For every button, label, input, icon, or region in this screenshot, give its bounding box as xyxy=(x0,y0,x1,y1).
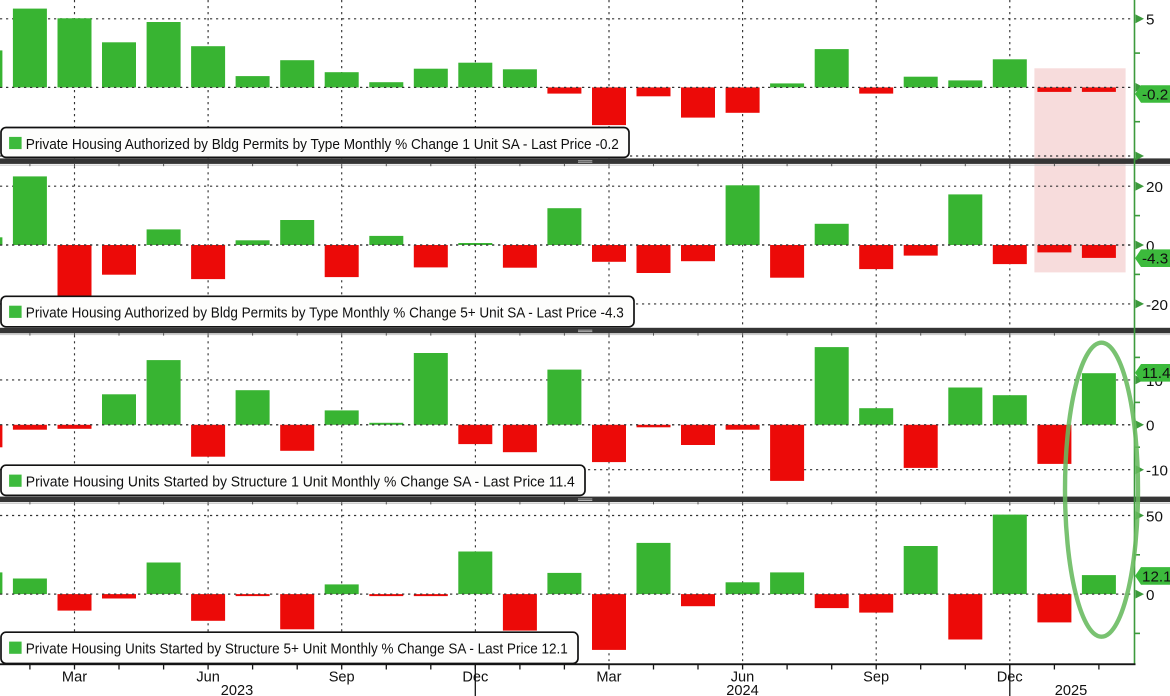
svg-text:Mar: Mar xyxy=(596,670,621,686)
svg-text:-20: -20 xyxy=(1146,297,1168,314)
svg-text:0: 0 xyxy=(1146,418,1154,435)
svg-text:0: 0 xyxy=(1146,587,1154,604)
svg-text:Private Housing Units Started: Private Housing Units Started by Structu… xyxy=(26,641,568,658)
svg-text:-0.2: -0.2 xyxy=(1142,86,1168,103)
svg-text:11.4: 11.4 xyxy=(1142,365,1170,382)
svg-text:Sep: Sep xyxy=(329,670,355,686)
svg-text:Private Housing Units Started: Private Housing Units Started by Structu… xyxy=(26,474,575,491)
svg-text:Private Housing Authorized by: Private Housing Authorized by Bldg Permi… xyxy=(26,305,624,322)
svg-text:-10: -10 xyxy=(1146,463,1168,480)
svg-text:50: 50 xyxy=(1146,508,1163,525)
svg-text:2025: 2025 xyxy=(1055,683,1087,696)
svg-text:Sep: Sep xyxy=(863,670,889,686)
svg-text:2024: 2024 xyxy=(726,683,758,696)
svg-text:12.1: 12.1 xyxy=(1142,568,1170,585)
svg-text:2023: 2023 xyxy=(221,683,253,696)
svg-text:Mar: Mar xyxy=(62,670,87,686)
svg-text:0: 0 xyxy=(1146,238,1154,255)
svg-text:Dec: Dec xyxy=(462,670,488,686)
svg-text:Jun: Jun xyxy=(196,670,220,686)
svg-text:Private Housing Authorized by: Private Housing Authorized by Bldg Permi… xyxy=(26,136,619,153)
svg-text:20: 20 xyxy=(1146,179,1163,196)
svg-text:Dec: Dec xyxy=(997,670,1023,686)
svg-text:-4.3: -4.3 xyxy=(1142,251,1168,268)
svg-text:5: 5 xyxy=(1146,12,1154,29)
svg-text:Jun: Jun xyxy=(731,670,755,686)
